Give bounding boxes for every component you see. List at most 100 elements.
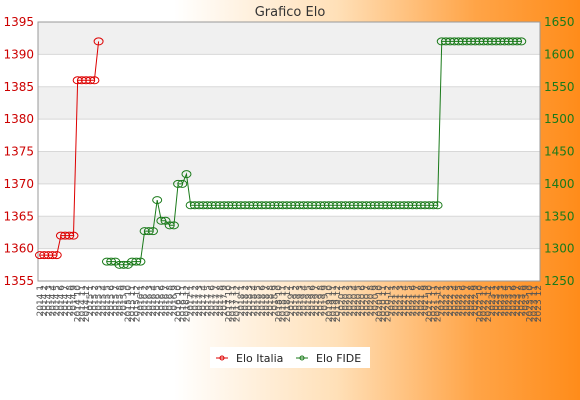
data-point: [248, 201, 259, 210]
data-point: [491, 37, 502, 46]
data-point: [206, 201, 217, 210]
data-point: [198, 201, 209, 210]
grid-bands: [38, 22, 540, 249]
x-tick-label: 2019 2: [291, 285, 301, 317]
x-tick-label: 2023 11: [530, 285, 540, 322]
data-point: [131, 257, 142, 266]
x-tick-label: 2021 6: [408, 285, 418, 317]
data-point: [51, 251, 62, 260]
data-point: [390, 201, 401, 210]
data-point: [415, 201, 426, 210]
x-tick-label: 2016 7: [162, 285, 172, 317]
x-tick-label: 2019 9: [321, 285, 331, 317]
x-tick-label: 2023 9: [521, 285, 531, 317]
x-tick-label: 2021 8: [417, 285, 427, 317]
data-point: [428, 201, 439, 210]
x-tick-label: 2015 10: [124, 285, 134, 322]
data-point: [168, 221, 179, 230]
data-point: [202, 201, 213, 210]
data-point: [64, 231, 75, 240]
data-point: [265, 201, 276, 210]
data-point: [461, 37, 472, 46]
right-tick-label: 1500: [544, 112, 575, 126]
x-tick-label: 2014 2: [40, 285, 50, 317]
right-tick-label: 1450: [544, 145, 575, 159]
x-tick-label: 2019 1: [287, 285, 297, 317]
right-tick-label: 1650: [544, 15, 575, 29]
x-tick-label: 2020 11: [379, 285, 389, 322]
data-point: [135, 257, 146, 266]
x-tick-label: 2017 1: [187, 285, 197, 317]
x-tick-label: 2022 4: [450, 285, 460, 317]
x-tick-label: 2017 12: [233, 285, 243, 322]
data-point: [147, 227, 158, 236]
data-point: [424, 201, 435, 210]
x-tick-label: 2017 4: [199, 285, 209, 317]
data-point: [181, 170, 192, 179]
x-tick-label: 2020 10: [375, 285, 385, 322]
data-point: [315, 201, 326, 210]
x-tick-label: 2019 5: [304, 285, 314, 317]
data-point: [76, 76, 87, 85]
data-point: [35, 251, 45, 260]
right-tick-label: 1550: [544, 80, 575, 94]
x-tick-label: 2016 9: [170, 285, 180, 317]
data-point: [344, 201, 355, 210]
x-tick-label: 2023 4: [501, 285, 511, 317]
x-tick-label: 2016 2: [141, 285, 151, 317]
x-tick-label: 2017 9: [220, 285, 230, 317]
data-point: [516, 37, 527, 46]
data-point: [143, 227, 154, 236]
legend-label: Elo FIDE: [316, 352, 361, 365]
data-point: [399, 201, 410, 210]
data-point: [173, 179, 184, 188]
data-point: [436, 37, 447, 46]
legend-label: Elo Italia: [236, 352, 283, 365]
x-tick-label: 2015 3: [95, 285, 105, 317]
x-tick-label: 2014 9: [69, 285, 79, 317]
data-point: [445, 37, 456, 46]
data-point: [332, 201, 343, 210]
x-tick-label: 2017 7: [212, 285, 222, 317]
x-tick-label: 2015 7: [111, 285, 121, 317]
x-tick-label: 2019 8: [316, 285, 326, 317]
x-tick-label: 2019 10: [325, 285, 335, 322]
data-point: [139, 227, 150, 236]
data-point: [369, 201, 380, 210]
left-tick-label: 1370: [3, 177, 34, 191]
x-tick-label: 2014 8: [65, 285, 75, 317]
data-point: [55, 231, 66, 240]
gridlines: [37, 21, 541, 282]
left-tick-label: 1390: [3, 47, 34, 61]
x-tick-label: 2017 8: [216, 285, 226, 317]
left-tick-label: 1380: [3, 112, 34, 126]
x-tick-label: 2016 12: [182, 285, 192, 322]
data-point: [235, 201, 246, 210]
x-tick-label: 2023 10: [526, 285, 536, 322]
x-tick-label: 2017 6: [208, 285, 218, 317]
data-point: [89, 76, 100, 85]
data-point: [466, 37, 477, 46]
x-tick-label: 2018 12: [283, 285, 293, 322]
x-tick-label: 2019 3: [295, 285, 305, 317]
x-tick-label: 2015 2: [90, 285, 100, 317]
x-tick-label: 2016 10: [174, 285, 184, 322]
x-tick-label: 2018 8: [266, 285, 276, 317]
x-tick-label: 2014 3: [44, 285, 54, 317]
data-point: [223, 201, 234, 210]
x-tick-label: 2021 1: [388, 285, 398, 317]
x-tick-label: 2022 12: [484, 285, 494, 322]
right-tick-label: 1350: [544, 209, 575, 223]
data-point: [327, 201, 338, 210]
data-point: [486, 37, 497, 46]
legend: Elo Italia Elo FIDE: [210, 347, 370, 368]
data-point: [101, 257, 112, 266]
data-point: [394, 201, 405, 210]
data-point: [43, 251, 54, 260]
x-tick-label: 2014 11: [78, 285, 88, 322]
x-tick-label: 2020 5: [354, 285, 364, 317]
left-axis-ticks: 1355 1360 1365 1370 1375 1380 1385 1390 1395: [3, 15, 34, 288]
series-elo-fide: [101, 37, 527, 269]
